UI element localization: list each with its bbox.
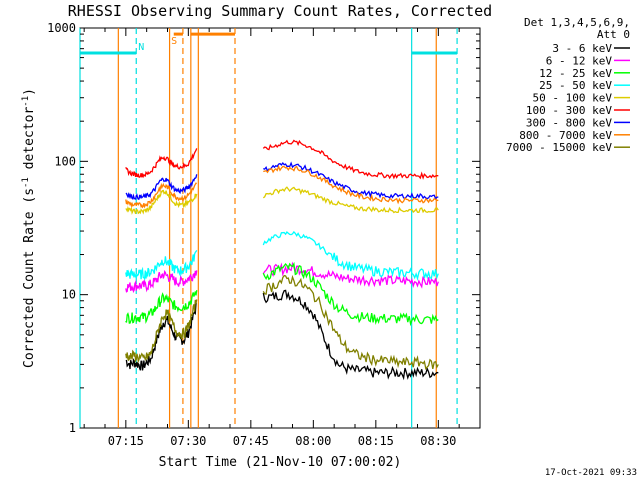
legend-label: 6 - 12 keV bbox=[546, 54, 613, 67]
legend-label: 100 - 300 keV bbox=[526, 104, 612, 117]
series-path bbox=[125, 189, 198, 215]
y-tick-label: 1 bbox=[69, 421, 76, 435]
series-line bbox=[125, 261, 439, 327]
series-line bbox=[125, 139, 439, 180]
legend-label: 25 - 50 keV bbox=[539, 79, 612, 92]
legend-label: 3 - 6 keV bbox=[552, 42, 612, 55]
y-axis-label: Corrected Count Rate (s-1 detector-1) bbox=[21, 88, 37, 368]
legend-label: 800 - 7000 keV bbox=[519, 129, 612, 142]
series-line bbox=[125, 261, 439, 294]
legend-label: 12 - 25 keV bbox=[539, 67, 612, 80]
y-axis-label-end: ) bbox=[22, 88, 37, 96]
legend-label: 7000 - 15000 keV bbox=[506, 141, 612, 154]
x-tick-label: 08:00 bbox=[295, 434, 331, 448]
x-tick-label: 07:30 bbox=[170, 434, 206, 448]
series-path bbox=[125, 174, 198, 200]
series-path bbox=[262, 261, 439, 327]
y-axis-label-sup2: -1 bbox=[21, 96, 31, 107]
x-axis-label: Start Time (21-Nov-10 07:00:02) bbox=[159, 455, 402, 470]
x-axis: 07:15 07:30 07:45 08:00 08:15 08:30 bbox=[83, 28, 460, 448]
series-path bbox=[262, 186, 439, 214]
series-path bbox=[262, 274, 439, 370]
series-path bbox=[125, 249, 198, 281]
series-line bbox=[125, 230, 439, 282]
series-path bbox=[125, 269, 198, 294]
series-path bbox=[125, 290, 198, 325]
flag-labels: NS bbox=[138, 36, 177, 53]
x-tick-label: 07:45 bbox=[233, 434, 269, 448]
x-tick-label: 07:15 bbox=[108, 434, 144, 448]
series-path bbox=[125, 299, 198, 364]
orbit-flag-bands bbox=[80, 32, 458, 55]
series-path bbox=[263, 161, 439, 200]
chart-title: RHESSI Observing Summary Count Rates, Co… bbox=[68, 2, 492, 20]
series-line bbox=[125, 274, 439, 370]
series-path bbox=[263, 164, 439, 205]
y-axis-label-sup1: -1 bbox=[21, 177, 31, 188]
series-line bbox=[125, 186, 439, 215]
y-axis-label-main: Corrected Count Rate (s bbox=[22, 188, 37, 368]
generation-timestamp: 17-Oct-2021 09:33 bbox=[545, 468, 637, 478]
series-path bbox=[262, 289, 439, 381]
y-tick-label: 10 bbox=[62, 288, 76, 302]
attenuator-state: Att 0 bbox=[597, 28, 630, 41]
legend-label: 50 - 100 keV bbox=[533, 92, 613, 105]
series-path bbox=[125, 182, 198, 209]
detector-list: Det 1,3,4,5,6,9, bbox=[524, 16, 630, 29]
series-path bbox=[262, 261, 439, 289]
flag-label: S bbox=[171, 36, 177, 47]
flag-label: N bbox=[138, 42, 144, 53]
y-tick-label: 100 bbox=[54, 154, 76, 168]
y-tick-label: 1000 bbox=[47, 21, 76, 35]
series-path bbox=[262, 230, 439, 282]
y-axis: 1 10 100 1000 bbox=[47, 21, 480, 435]
series-path bbox=[125, 148, 198, 179]
series-line bbox=[125, 161, 439, 200]
attenuator-vertical-markers bbox=[79, 28, 458, 428]
legend-label: 300 - 800 keV bbox=[526, 116, 612, 129]
y-axis-label-mid: detector bbox=[22, 107, 37, 178]
detector-info: Det 1,3,4,5,6,9, Att 0 bbox=[524, 16, 630, 41]
series-path bbox=[262, 139, 439, 180]
x-tick-label: 08:30 bbox=[420, 434, 456, 448]
series-line bbox=[125, 164, 439, 209]
series-group bbox=[125, 139, 439, 381]
x-tick-label: 08:15 bbox=[358, 434, 394, 448]
